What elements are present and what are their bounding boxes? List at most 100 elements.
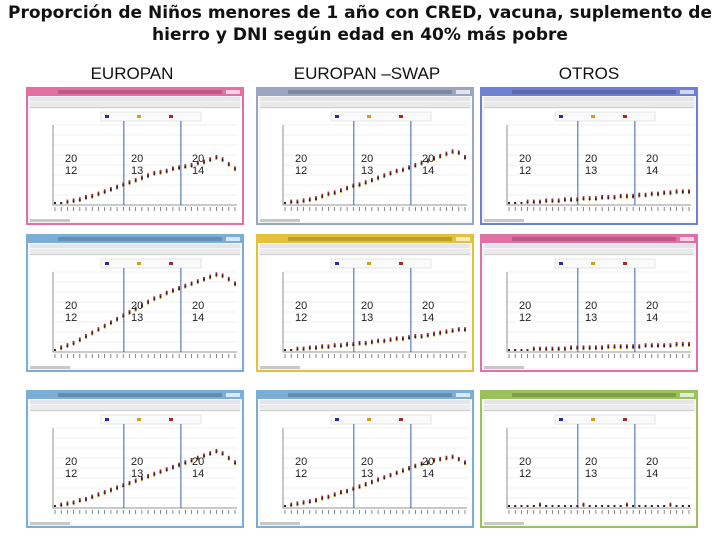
data-point — [227, 280, 230, 282]
data-point — [445, 458, 448, 461]
data-point — [588, 345, 591, 348]
menu-bar[interactable] — [30, 400, 240, 404]
legend-swatch — [105, 115, 109, 118]
legend-swatch — [623, 262, 627, 265]
window-controls[interactable] — [680, 393, 694, 397]
data-point — [141, 479, 143, 482]
menu-bar[interactable] — [484, 244, 694, 248]
data-point — [520, 349, 523, 351]
data-point — [675, 505, 678, 507]
window-titlebar[interactable] — [482, 392, 696, 399]
menu-bar[interactable] — [30, 244, 240, 248]
chart-window[interactable]: 20 12 20 13 20 14 — [480, 390, 698, 528]
legend-swatch — [137, 418, 141, 421]
chart-window[interactable]: 20 12 20 13 20 14 — [26, 234, 244, 372]
data-point — [122, 316, 125, 319]
data-point — [439, 333, 442, 336]
window-controls[interactable] — [226, 393, 240, 397]
period-label: 20 13 — [585, 456, 597, 480]
menu-bar[interactable] — [260, 400, 470, 404]
menu-bar[interactable] — [30, 97, 240, 101]
period-label: 20 14 — [422, 153, 434, 177]
window-titlebar[interactable] — [482, 89, 696, 96]
chart-window[interactable]: 20 12 20 13 20 14 — [480, 87, 698, 225]
data-point — [681, 505, 684, 507]
data-point — [675, 344, 678, 346]
toolbar[interactable] — [30, 405, 240, 411]
period-label-line: 20 — [646, 456, 659, 468]
data-point — [97, 194, 100, 197]
period-label-line: 12 — [295, 312, 308, 324]
chart-window[interactable]: 20 12 20 13 20 14 — [256, 390, 474, 528]
data-point — [346, 185, 348, 188]
data-point — [383, 176, 386, 179]
window-titlebar[interactable] — [28, 236, 242, 243]
data-point — [190, 284, 193, 287]
data-point — [451, 331, 454, 334]
toolbar[interactable] — [260, 249, 470, 255]
toolbar[interactable] — [484, 102, 694, 108]
data-point — [644, 192, 647, 195]
toolbar[interactable] — [484, 249, 694, 255]
data-point — [54, 202, 56, 204]
toolbar[interactable] — [30, 249, 240, 255]
data-point — [134, 308, 137, 311]
legend-box — [330, 111, 432, 122]
window-title-text — [288, 393, 452, 397]
data-point — [439, 155, 442, 158]
window-titlebar[interactable] — [258, 236, 472, 243]
window-titlebar[interactable] — [28, 89, 242, 96]
window-titlebar[interactable] — [258, 392, 472, 399]
data-point — [333, 192, 336, 195]
data-point — [532, 505, 535, 507]
axes — [52, 272, 237, 353]
menu-bar[interactable] — [260, 244, 470, 248]
data-point — [103, 325, 106, 328]
window-titlebar[interactable] — [258, 89, 472, 96]
toolbar[interactable] — [484, 405, 694, 411]
data-point — [66, 346, 69, 348]
data-point — [60, 345, 63, 348]
data-point — [72, 200, 75, 203]
data-point — [619, 193, 622, 196]
chart-window[interactable]: 20 12 20 13 20 14 — [480, 234, 698, 372]
window-controls[interactable] — [456, 90, 470, 94]
toolbar[interactable] — [260, 405, 470, 411]
data-point — [371, 177, 373, 180]
data-point — [221, 453, 224, 455]
menu-bar[interactable] — [484, 97, 694, 101]
chart-window[interactable]: 20 12 20 13 20 14 — [26, 390, 244, 528]
window-controls[interactable] — [680, 237, 694, 241]
window-titlebar[interactable] — [482, 236, 696, 243]
data-point — [595, 345, 597, 348]
data-point — [426, 462, 429, 465]
window-title-text — [58, 237, 222, 241]
window-title-text — [288, 90, 452, 94]
data-point — [172, 290, 174, 293]
chart-window[interactable]: 20 12 20 13 20 14 — [26, 87, 244, 225]
period-label-line: 13 — [585, 165, 598, 177]
data-point — [346, 342, 348, 344]
menu-bar[interactable] — [484, 400, 694, 404]
data-point — [663, 190, 666, 193]
data-point — [408, 335, 410, 337]
column-header-europan-swap: EUROPAN –SWAP — [293, 64, 441, 83]
window-controls[interactable] — [680, 90, 694, 94]
toolbar[interactable] — [30, 102, 240, 108]
window-titlebar[interactable] — [28, 392, 242, 399]
data-point — [364, 344, 367, 346]
data-point — [340, 188, 342, 190]
data-point — [688, 191, 690, 194]
data-point — [97, 327, 100, 329]
data-point — [215, 157, 218, 159]
data-point — [451, 457, 454, 460]
window-controls[interactable] — [456, 237, 470, 241]
chart-window[interactable]: 20 12 20 13 20 14 — [256, 234, 474, 372]
window-controls[interactable] — [226, 237, 240, 241]
menu-bar[interactable] — [260, 97, 470, 101]
window-controls[interactable] — [456, 393, 470, 397]
window-controls[interactable] — [226, 90, 240, 94]
data-point — [681, 345, 684, 347]
chart-window[interactable]: 20 12 20 13 20 14 — [256, 87, 474, 225]
toolbar[interactable] — [260, 102, 470, 108]
